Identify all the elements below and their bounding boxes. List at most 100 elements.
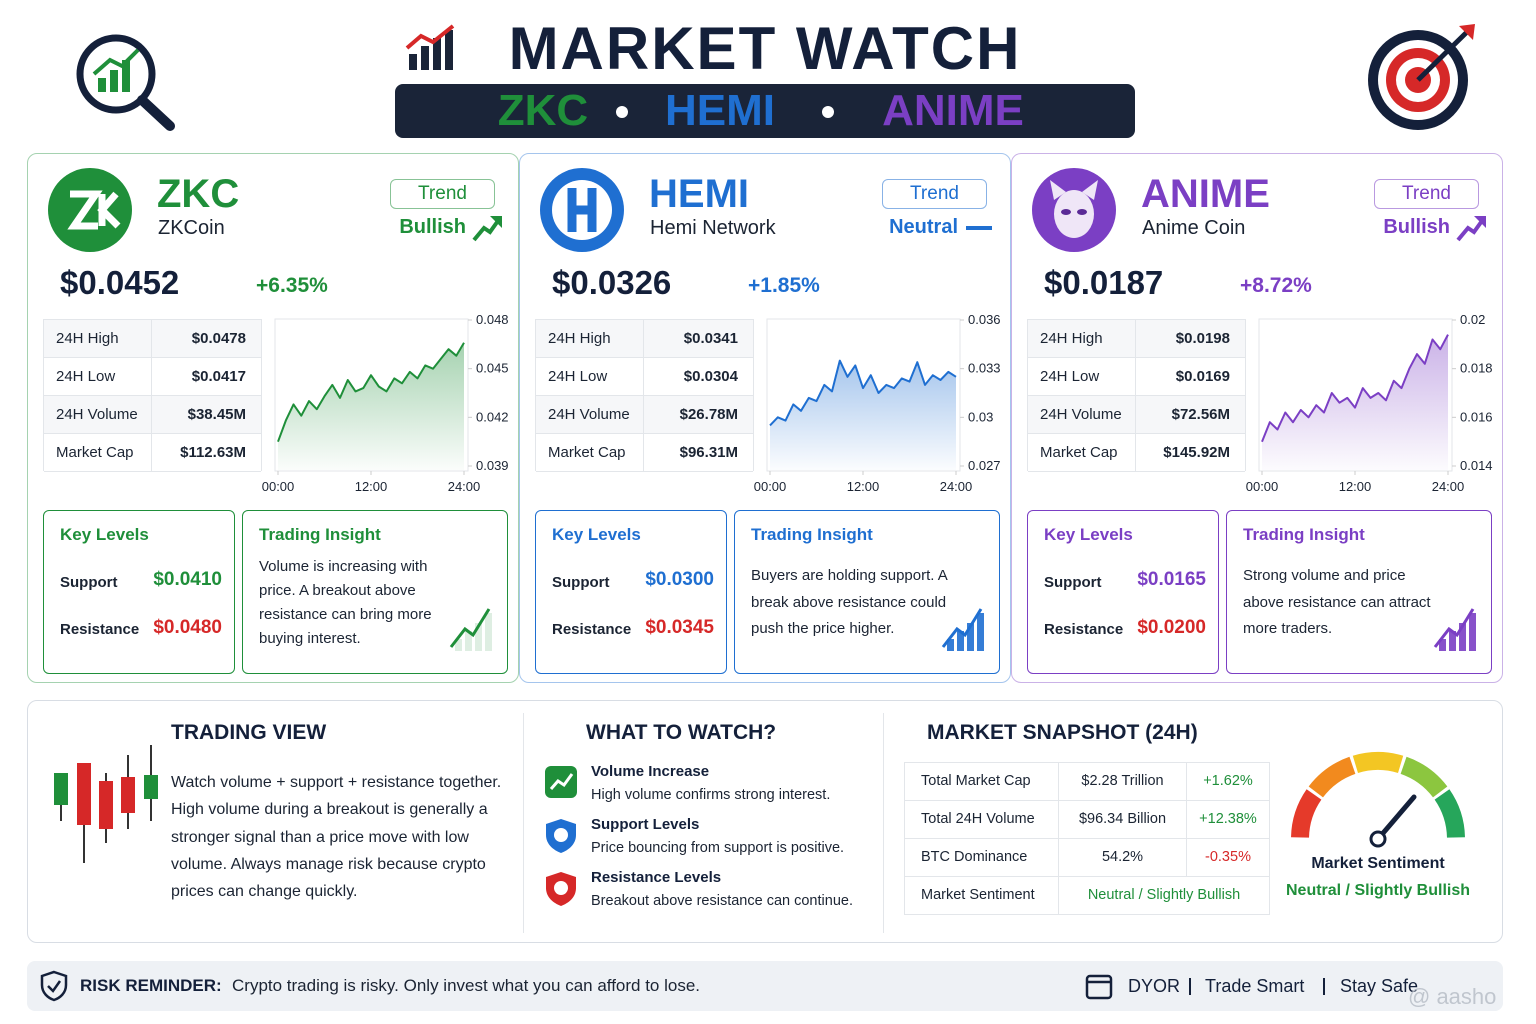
calendar [1085,974,1113,1000]
stats-row: Market Cap $145.92M [1028,434,1245,472]
logo-glyph [567,188,597,232]
candle-body [99,781,113,829]
gauge-segment [1291,789,1322,838]
price-change: +6.35% [256,274,328,297]
icon-bar [1449,631,1456,651]
logo-face [1054,190,1094,238]
section-title: WHAT TO WATCH? [586,721,777,744]
stats-label: Market Cap [56,444,134,461]
y-tick-label: 0.018 [1460,361,1493,376]
shield-dot [554,881,568,895]
snapshot-label: Total Market Cap [921,773,1031,789]
x-tick-label: 12:00 [355,479,388,494]
stats-value: $145.92M [1163,444,1230,461]
snapshot-label: BTC Dominance [921,849,1028,865]
price-line [769,359,957,427]
y-tick-label: 0.02 [1460,312,1485,327]
stats-row: 24H Low $0.0417 [44,358,261,396]
watch-icon [545,766,577,798]
y-tick-label: 0.027 [968,458,1001,473]
stats-value: $0.0169 [1175,368,1230,385]
key-levels-title: Key Levels [60,525,149,544]
gauge-segment [1308,756,1356,798]
stats-label: Market Cap [548,444,626,461]
y-tick-label: 0.036 [968,312,1001,327]
resistance-value: $0.0200 [1137,617,1206,638]
calendar-icon [1085,974,1113,1000]
coin-name: ZKCoin [158,217,225,239]
icon-bar [967,623,974,651]
trend-value: Bullish [1383,216,1450,238]
stats-table: 24H High $0.0478 24H Low $0.0417 24H Volume $… [43,319,262,472]
icon-bar [98,78,106,92]
stats-label: 24H Volume [548,406,630,423]
y-tick-label: 0.014 [1460,458,1493,473]
stats-divider [643,396,644,433]
coin-logo [1032,168,1116,252]
stats-divider [151,434,152,471]
watch-icon [546,872,576,906]
insight-title: Trading Insight [259,525,381,544]
support-label: Support [552,574,610,591]
resistance-label: Resistance [1044,621,1124,638]
stats-divider [643,358,644,395]
separators [616,106,834,118]
price: $0.0326 [552,264,672,301]
separator-dot [616,106,628,118]
stats-value: $38.45M [187,406,246,423]
x-tick-label: 00:00 [754,479,787,494]
trend-icon [966,226,992,230]
trend-arrow [1456,216,1486,242]
risk-tag: DYOR [1128,976,1181,996]
stats-value: $0.0417 [191,368,246,385]
stats-value: $72.56M [1171,406,1230,423]
coin-name: Hemi Network [650,217,776,239]
price-line [277,342,465,443]
magnifier-icon [76,34,175,131]
snapshot-label: Total 24H Volume [921,811,1035,827]
stats-divider [1135,320,1136,357]
trend-arrow [472,216,502,242]
snapshot-value: Neutral / Slightly Bullish [1087,887,1241,903]
trend-label: Trend [390,179,495,209]
dart-tip [1459,24,1475,40]
snapshot-divider [1058,763,1059,800]
snapshot-change: -0.35% [1205,849,1251,865]
snapshot-change: +12.38% [1199,811,1257,827]
tag-separator [1323,978,1325,995]
stats-label: 24H High [1040,330,1103,347]
y-tick-label: 0.039 [476,458,509,473]
stats-row: Market Cap $112.63M [44,434,261,472]
stats-value: $0.0304 [683,368,738,385]
stats-table: 24H High $0.0198 24H Low $0.0169 24H Volume $… [1027,319,1246,472]
stats-row: 24H High $0.0478 [44,320,261,358]
token: HEMI [665,86,775,135]
snapshot-divider [1058,839,1059,876]
icon-bar [485,613,492,651]
watch-title: Volume Increase [591,763,710,780]
target-icon [1368,24,1475,130]
stats-value: $0.0198 [1175,330,1230,347]
trend-arrow-head [490,216,502,228]
stats-row: Market Cap $96.31M [536,434,753,472]
snapshot-divider [1058,801,1059,838]
snapshot-value: $96.34 Billion [1078,811,1167,827]
area-fill [1262,334,1448,470]
stats-label: 24H High [548,330,611,347]
icon-bar [110,70,118,92]
logo-ears [1050,180,1098,200]
icon-line [549,773,574,790]
logo-circle [48,168,132,252]
stats-divider [151,396,152,433]
icon-bar [409,54,417,70]
risk-tag: Trade Smart [1205,976,1305,996]
trend-value: Bullish [399,216,466,238]
y-tick-label: 0.042 [476,409,509,424]
snapshot-value: $2.28 Trillion [1081,773,1164,789]
stats-table: 24H High $0.0341 24H Low $0.0304 24H Volume $… [535,319,754,472]
stats-value: $0.0478 [191,330,246,347]
key-levels-box: Key Levels Support $0.0165 Resistance $0.020… [1027,510,1219,674]
gauge-needle [1375,794,1417,842]
section-title: MARKET SNAPSHOT (24H) [927,721,1198,744]
x-tick-label: 24:00 [1432,479,1465,494]
